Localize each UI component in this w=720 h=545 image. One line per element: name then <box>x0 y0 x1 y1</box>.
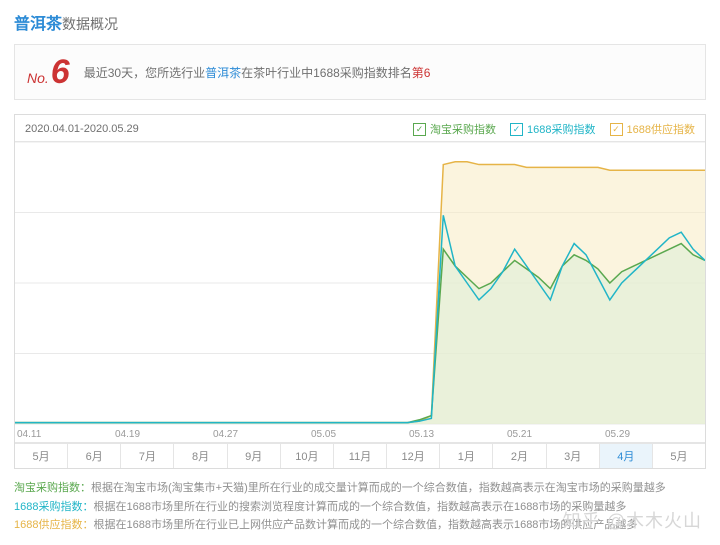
chart-svg <box>15 142 705 442</box>
month-cell[interactable]: 5月 <box>653 444 705 468</box>
footnote-1688-buy: 1688采购指数：根据在1688市场里所在行业的搜索浏览程度计算而成的一个综合数… <box>14 498 706 517</box>
month-cell[interactable]: 4月 <box>600 444 653 468</box>
rank-badge: No. 6 <box>27 55 70 89</box>
legend-1688-buy[interactable]: ✓1688采购指数 <box>510 121 595 137</box>
rank-text: 最近30天，您所选行业普洱茶在茶叶行业中1688采购指数排名第6 <box>84 64 431 81</box>
chart-container: 2020.04.01-2020.05.29 ✓淘宝采购指数 ✓1688采购指数 … <box>14 114 706 469</box>
month-selector: 5月6月7月8月9月10月11月12月1月2月3月4月5月 <box>15 443 705 468</box>
legend-1688-supply[interactable]: ✓1688供应指数 <box>610 121 695 137</box>
month-cell[interactable]: 8月 <box>174 444 227 468</box>
month-cell[interactable]: 2月 <box>493 444 546 468</box>
checkbox-icon: ✓ <box>510 123 523 136</box>
legend-taobao[interactable]: ✓淘宝采购指数 <box>413 121 496 137</box>
chart-legend: ✓淘宝采购指数 ✓1688采购指数 ✓1688供应指数 <box>413 121 695 137</box>
month-cell[interactable]: 7月 <box>121 444 174 468</box>
month-cell[interactable]: 6月 <box>68 444 121 468</box>
chart-date-range: 2020.04.01-2020.05.29 <box>25 123 139 135</box>
x-tick-label: 04.27 <box>213 429 311 440</box>
rank-prefix: No. <box>27 70 49 86</box>
title-keyword: 普洱茶 <box>14 16 62 33</box>
month-cell[interactable]: 10月 <box>281 444 334 468</box>
x-axis-labels: 04.1104.1904.2705.0505.1305.2105.29 <box>15 429 705 440</box>
month-cell[interactable]: 3月 <box>547 444 600 468</box>
chart-canvas: 04.1104.1904.2705.0505.1305.2105.29 <box>15 141 705 443</box>
page-title: 普洱茶数据概况 <box>14 10 706 34</box>
x-tick-label: 05.13 <box>409 429 507 440</box>
x-tick-label: 05.05 <box>311 429 409 440</box>
x-tick-label: 04.19 <box>115 429 213 440</box>
month-cell[interactable]: 11月 <box>334 444 387 468</box>
month-cell[interactable]: 5月 <box>15 444 68 468</box>
title-suffix: 数据概况 <box>62 16 118 32</box>
month-cell[interactable]: 1月 <box>440 444 493 468</box>
checkbox-icon: ✓ <box>610 123 623 136</box>
x-tick-label: 05.21 <box>507 429 605 440</box>
x-tick-label: 05.29 <box>605 429 703 440</box>
checkbox-icon: ✓ <box>413 123 426 136</box>
footnotes: 淘宝采购指数：根据在淘宝市场(淘宝集市+天猫)里所在行业的成交量计算而成的一个综… <box>14 479 706 535</box>
month-cell[interactable]: 12月 <box>387 444 440 468</box>
footnote-1688-supply: 1688供应指数：根据在1688市场里所在行业已上网供应产品数计算而成的一个综合… <box>14 516 706 535</box>
rank-number: 6 <box>51 55 70 89</box>
footnote-taobao: 淘宝采购指数：根据在淘宝市场(淘宝集市+天猫)里所在行业的成交量计算而成的一个综… <box>14 479 706 498</box>
x-tick-label: 04.11 <box>17 429 115 440</box>
rank-panel: No. 6 最近30天，您所选行业普洱茶在茶叶行业中1688采购指数排名第6 <box>14 44 706 100</box>
month-cell[interactable]: 9月 <box>228 444 281 468</box>
